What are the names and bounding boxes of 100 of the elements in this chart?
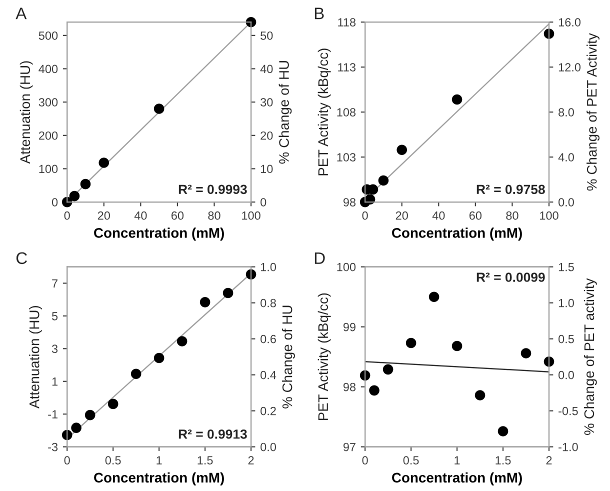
point bbox=[222, 288, 234, 298]
x-tick-label: 0.5 bbox=[105, 456, 121, 465]
x-axis-title: Concentration (mM) bbox=[94, 228, 224, 241]
y-axis-title: Attenuation (HU) bbox=[20, 61, 33, 164]
y2-tick-label: 0.0 bbox=[260, 442, 276, 452]
chart-title: B bbox=[314, 8, 324, 20]
chart-title: C bbox=[16, 252, 27, 264]
y2-tick-label: 0.0 bbox=[558, 370, 574, 380]
x-tick-label: 2 bbox=[546, 456, 552, 464]
y-tick-label: 99 bbox=[343, 322, 356, 332]
annotation: R² = 0.9993 bbox=[178, 184, 247, 194]
y-tick-label: 100 bbox=[337, 262, 356, 272]
x-tick-label: 60 bbox=[469, 211, 482, 220]
x-axis-title: Concentration (mM) bbox=[392, 228, 522, 241]
y2-tick-label: 0.6 bbox=[260, 334, 276, 344]
point bbox=[84, 410, 96, 420]
y-tick-label: 98 bbox=[343, 382, 356, 392]
x-tick-label: 40 bbox=[432, 211, 445, 220]
point bbox=[474, 390, 486, 400]
y2-tick-label: 1.5 bbox=[558, 263, 574, 272]
y-axis-title: PET Activity (kBq/cc) bbox=[318, 293, 331, 420]
x-tick-label: 2 bbox=[248, 456, 254, 464]
y-tick-label: 108 bbox=[337, 108, 356, 116]
y2-tick-label: -0.5 bbox=[558, 406, 578, 416]
y2-tick-label: 0.5 bbox=[558, 334, 574, 344]
annotation: R² = 0.9913 bbox=[178, 429, 247, 439]
point bbox=[498, 426, 508, 436]
y-tick-label: 500 bbox=[38, 31, 58, 40]
y-tick-label: 1 bbox=[52, 378, 58, 386]
x-tick-label: 20 bbox=[396, 211, 408, 220]
x-tick-label: 20 bbox=[98, 211, 110, 220]
y2-tick-label: -1.0 bbox=[558, 442, 578, 452]
point bbox=[452, 340, 462, 352]
x-tick-label: 100 bbox=[540, 211, 558, 220]
y-tick-label: -3 bbox=[48, 442, 58, 452]
point bbox=[69, 190, 80, 202]
point bbox=[428, 292, 440, 302]
y-tick-label: 300 bbox=[38, 98, 58, 106]
y-tick-label: 400 bbox=[38, 64, 58, 74]
y2-tick-label: 50 bbox=[260, 31, 273, 40]
y-tick-label: 7 bbox=[52, 279, 58, 288]
y2-tick-label: 0.8 bbox=[260, 298, 276, 308]
x-tick-label: 0 bbox=[362, 211, 368, 220]
x-tick-label: 80 bbox=[506, 211, 518, 220]
y2-axis-title: % Change of PET activity bbox=[584, 278, 597, 435]
y2-tick-label: 20 bbox=[260, 131, 273, 140]
x-axis-title: Concentration (mM) bbox=[94, 472, 224, 486]
y-tick-label: 97 bbox=[343, 442, 356, 452]
point bbox=[382, 364, 394, 375]
point bbox=[98, 158, 110, 168]
x-tick-label: 40 bbox=[134, 211, 147, 220]
y2-tick-label: 0.2 bbox=[260, 406, 276, 416]
x-tick-label: 0 bbox=[64, 456, 70, 465]
x-tick-label: 0 bbox=[362, 456, 368, 465]
y-tick-label: 0 bbox=[52, 198, 58, 206]
y-tick-label: 5 bbox=[52, 312, 58, 320]
y-tick-label: 118 bbox=[338, 18, 356, 26]
point bbox=[369, 385, 380, 396]
y2-tick-label: 12.0 bbox=[558, 63, 581, 72]
y-axis-title: Attenuation (HU) bbox=[29, 306, 42, 409]
point bbox=[200, 297, 210, 308]
annotation: R² = 0.0099 bbox=[476, 272, 545, 282]
point bbox=[406, 338, 416, 348]
point bbox=[520, 348, 532, 358]
point bbox=[396, 144, 408, 156]
y-axis-title: PET Activity (kBq/cc) bbox=[318, 48, 331, 176]
y-tick-label: 98 bbox=[343, 198, 356, 206]
x-tick-label: 80 bbox=[208, 211, 220, 220]
x-tick-label: 0 bbox=[64, 211, 70, 220]
y2-axis-title: % Change of PET Activity bbox=[586, 33, 600, 191]
point bbox=[378, 175, 389, 186]
y-tick-label: 100 bbox=[39, 164, 58, 174]
x-tick-label: 0.5 bbox=[403, 456, 419, 465]
point bbox=[130, 368, 142, 379]
x-tick-label: 100 bbox=[242, 211, 260, 220]
x-tick-label: 1.5 bbox=[198, 456, 213, 465]
y2-tick-label: 1.0 bbox=[558, 298, 574, 308]
point bbox=[452, 94, 462, 105]
y2-tick-label: 30 bbox=[260, 98, 273, 106]
y2-tick-label: 10 bbox=[260, 164, 273, 174]
point bbox=[108, 398, 118, 410]
x-tick-label: 1.5 bbox=[496, 456, 511, 465]
y-tick-label: 200 bbox=[38, 131, 58, 140]
chart-title: A bbox=[16, 8, 27, 20]
point bbox=[176, 336, 188, 346]
y2-axis-title: % Change of HU bbox=[282, 306, 295, 408]
y2-tick-label: 4.0 bbox=[558, 153, 574, 162]
y2-tick-label: 16.0 bbox=[558, 18, 581, 26]
y2-tick-label: 0.4 bbox=[260, 370, 276, 380]
x-tick-label: 1 bbox=[156, 456, 162, 464]
y2-tick-label: 0 bbox=[260, 198, 266, 206]
annotation: R² = 0.9758 bbox=[476, 184, 545, 194]
point bbox=[71, 422, 82, 433]
point bbox=[154, 352, 164, 364]
y-tick-label: -1 bbox=[48, 410, 58, 418]
point bbox=[154, 104, 164, 114]
chart-title: D bbox=[314, 252, 325, 264]
y-tick-label: 113 bbox=[338, 63, 356, 72]
y-tick-label: 103 bbox=[337, 153, 356, 162]
point bbox=[80, 178, 91, 190]
